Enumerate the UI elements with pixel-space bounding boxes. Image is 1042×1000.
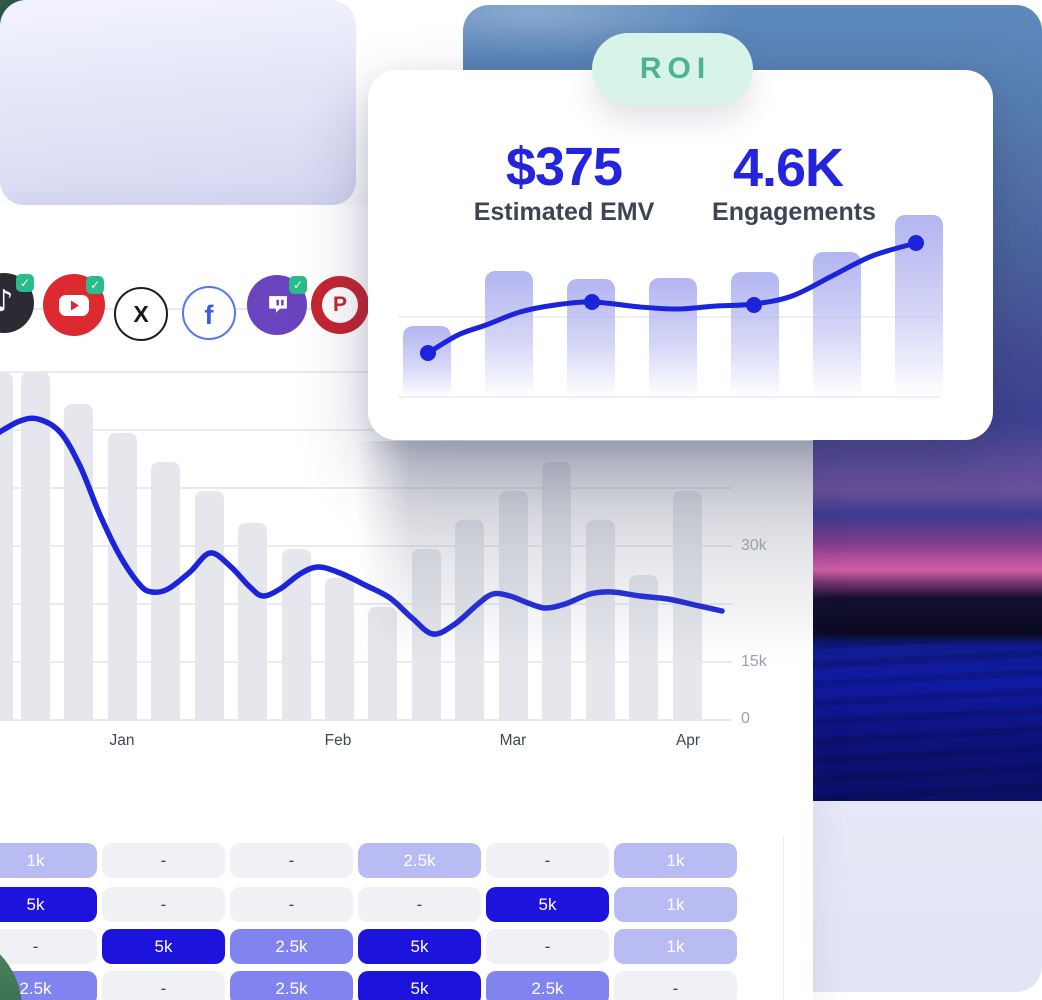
heatmap-cell: 1k bbox=[0, 843, 97, 878]
decor-right-lavender-panel bbox=[813, 801, 1042, 992]
roi-badge-label: ROI bbox=[639, 52, 712, 85]
pinterest-icon[interactable]: P bbox=[311, 276, 369, 334]
heatmap-cell: 2.5k bbox=[358, 843, 481, 878]
heatmap-cell: 2.5k bbox=[230, 929, 353, 964]
x-icon[interactable]: X bbox=[114, 287, 168, 341]
youtube-checked-badge: ✓ bbox=[86, 276, 104, 294]
heatmap-cell: - bbox=[0, 929, 97, 964]
heatmap-cell: 1k bbox=[614, 843, 737, 878]
engagements-value: 4.6K bbox=[732, 138, 844, 198]
heatmap-cell: - bbox=[486, 929, 609, 964]
heatmap-cell: - bbox=[102, 971, 225, 1000]
x-axis-label-jan: Jan bbox=[109, 732, 135, 749]
decor-lavender-panel bbox=[0, 0, 356, 205]
y-axis-tick: 0 bbox=[741, 710, 750, 727]
y-axis-tick: 15k bbox=[741, 653, 767, 670]
heatmap-cell: 5k bbox=[358, 929, 481, 964]
heatmap-cell: - bbox=[102, 887, 225, 922]
heatmap-right-border bbox=[783, 835, 784, 1000]
roi-card: ROI $375 Estimated EMV 4.6K Engagements bbox=[368, 33, 993, 440]
heatmap-cell: 2.5k bbox=[486, 971, 609, 1000]
heatmap-cell: 5k bbox=[358, 971, 481, 1000]
y-axis-tick: 30k bbox=[741, 537, 767, 554]
engagements-label: Engagements bbox=[712, 198, 876, 226]
heatmap-cell: - bbox=[230, 887, 353, 922]
estimated-emv-value: $375 bbox=[505, 137, 623, 197]
heatmap-cell: - bbox=[102, 843, 225, 878]
heatmap-cell: - bbox=[486, 843, 609, 878]
heatmap-cell: 2.5k bbox=[230, 971, 353, 1000]
roi-badge: ROI bbox=[592, 33, 753, 105]
heatmap-cell: - bbox=[230, 843, 353, 878]
heatmap-cell: 1k bbox=[614, 887, 737, 922]
heatmap-cell: 5k bbox=[0, 887, 97, 922]
x-axis-label-apr: Apr bbox=[675, 732, 701, 749]
heatmap-cell: 5k bbox=[102, 929, 225, 964]
facebook-icon[interactable]: f bbox=[182, 286, 236, 340]
x-axis-label-mar: Mar bbox=[499, 732, 527, 749]
youtube-icon[interactable] bbox=[43, 274, 105, 336]
heatmap-cell: 1k bbox=[614, 929, 737, 964]
heatmap-cell: 5k bbox=[486, 887, 609, 922]
x-axis-label-feb: Feb bbox=[324, 732, 352, 749]
estimated-emv-label: Estimated EMV bbox=[473, 198, 655, 226]
heatmap-cell: - bbox=[358, 887, 481, 922]
heatmap-cell: - bbox=[614, 971, 737, 1000]
twitch-checked-badge: ✓ bbox=[289, 276, 307, 294]
tiktok-checked-badge: ✓ bbox=[16, 274, 34, 292]
